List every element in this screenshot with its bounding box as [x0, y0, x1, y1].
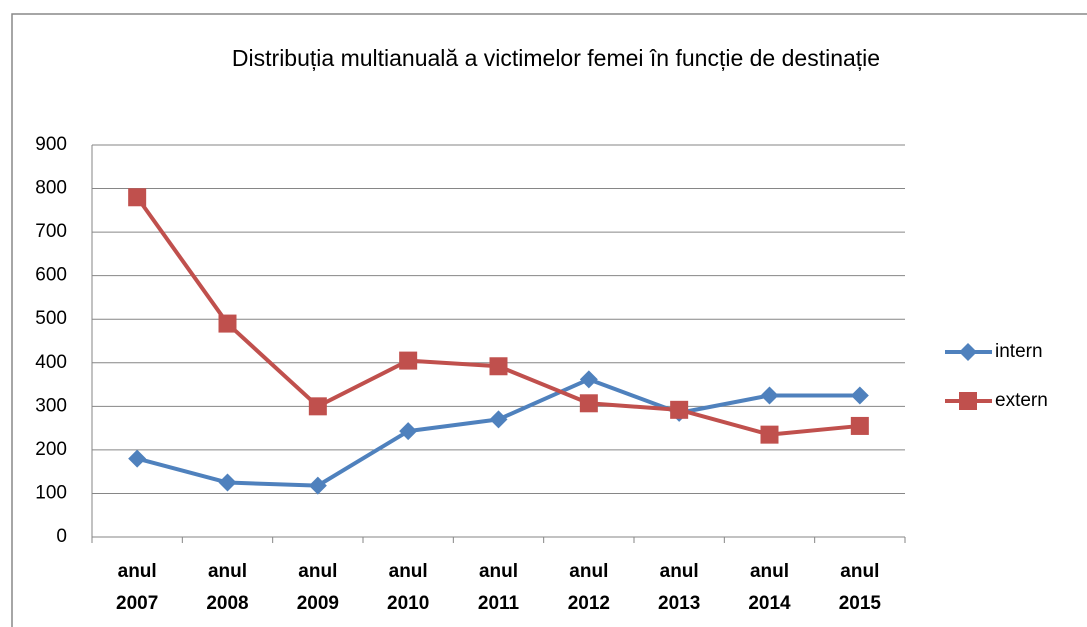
chart-frame	[11, 13, 1087, 627]
x-tick-label: anul 2014	[748, 561, 791, 614]
y-tick-label: 600	[35, 265, 67, 286]
y-tick-label: 700	[35, 221, 67, 242]
legend-label: intern	[995, 341, 1043, 362]
marker	[218, 314, 237, 333]
x-tick-label: anul 2012	[567, 561, 610, 614]
marker	[489, 357, 508, 376]
x-tick-label: anul 2010	[387, 561, 430, 614]
x-tick-label: anul 2015	[838, 561, 881, 614]
marker	[308, 476, 327, 495]
marker	[959, 392, 977, 410]
marker	[128, 188, 147, 207]
marker	[308, 397, 327, 416]
marker	[489, 410, 508, 429]
marker	[218, 473, 237, 492]
marker	[670, 400, 689, 419]
y-tick-label: 100	[35, 482, 67, 503]
marker	[399, 422, 418, 441]
marker	[760, 425, 779, 444]
marker	[579, 394, 598, 413]
x-tick-label: anul 2011	[477, 561, 520, 614]
legend-label: extern	[995, 390, 1048, 411]
y-tick-label: 800	[35, 178, 67, 199]
y-tick-label: 400	[35, 352, 67, 373]
marker	[399, 351, 418, 370]
marker	[959, 343, 977, 361]
marker	[850, 386, 869, 405]
marker	[850, 416, 869, 435]
marker	[128, 449, 147, 468]
x-tick-label: anul 2009	[296, 561, 339, 614]
x-tick-label: anul 2013	[658, 561, 701, 614]
marker	[760, 386, 779, 405]
marker	[579, 370, 598, 389]
x-tick-label: anul 2007	[116, 561, 159, 614]
y-tick-label: 500	[35, 308, 67, 329]
chart-title: Distribuția multianuală a victimelor fem…	[231, 45, 881, 71]
y-tick-label: 200	[35, 439, 67, 460]
series-line	[136, 377, 860, 488]
y-tick-label: 900	[35, 134, 67, 155]
y-tick-label: 300	[35, 395, 67, 416]
x-tick-label: anul 2008	[206, 561, 249, 614]
y-tick-label: 0	[56, 526, 67, 547]
